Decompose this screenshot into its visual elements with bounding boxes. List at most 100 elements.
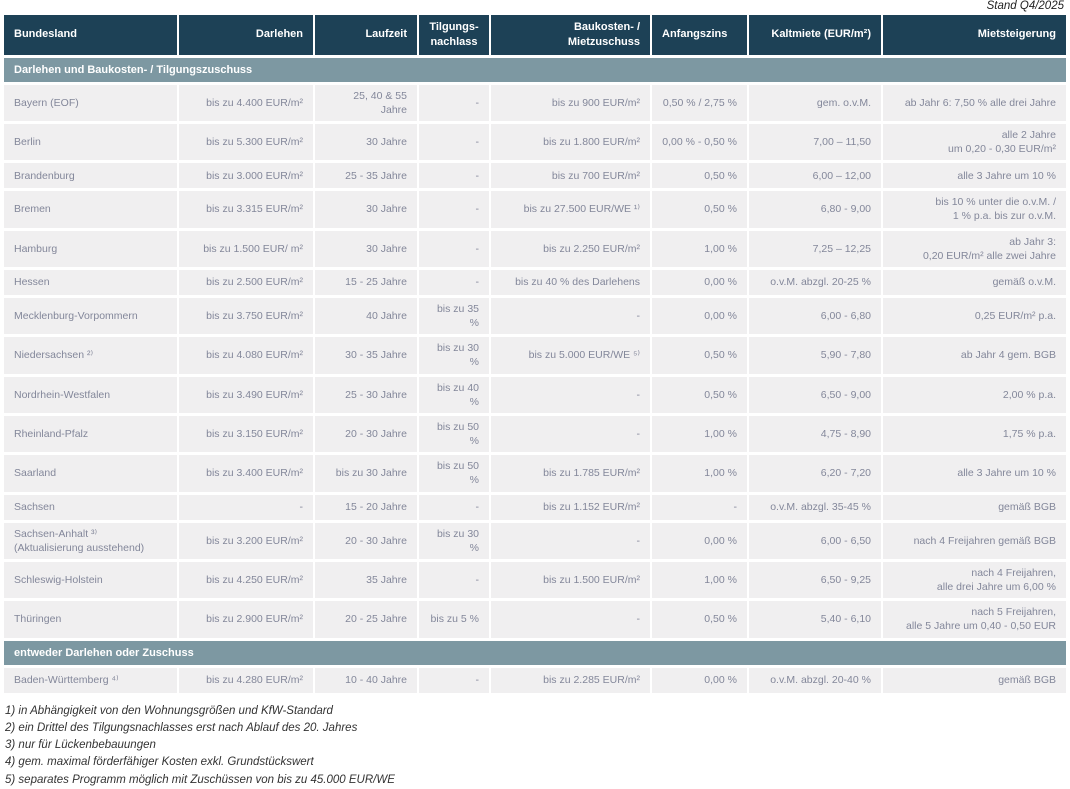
cell-laufzeit: 20 - 30 Jahre xyxy=(315,522,417,559)
cell-bundesland: Berlin xyxy=(4,123,177,161)
cell-kaltmiete: 7,00 – 11,50 xyxy=(749,123,881,161)
cell-bundesland: Sachsen-Anhalt ³⁾ (Aktualisierung ausste… xyxy=(4,522,177,559)
cell-darlehen: bis zu 4.400 EUR/m² xyxy=(179,84,313,121)
cell-anfangszins: 0,50 % xyxy=(652,376,747,413)
cell-darlehen: bis zu 3.490 EUR/m² xyxy=(179,376,313,413)
cell-laufzeit: 15 - 20 Jahre xyxy=(315,494,417,520)
cell-anfangszins: 1,00 % xyxy=(652,230,747,267)
section-header-0: Darlehen und Baukosten- / Tilgungszuschu… xyxy=(4,57,1066,82)
cell-darlehen: bis zu 3.000 EUR/m² xyxy=(179,163,313,189)
footnote-3: 3) nur für Lückenbebauungen xyxy=(5,739,156,752)
cell-darlehen: bis zu 3.150 EUR/m² xyxy=(179,415,313,453)
cell-mietsteigerung: nach 4 Freijahren gemäß BGB xyxy=(883,522,1066,559)
cell-baukosten-mietzuschuss: bis zu 2.250 EUR/m² xyxy=(491,230,650,267)
cell-bundesland: Hessen xyxy=(4,269,177,295)
cell-darlehen: bis zu 3.200 EUR/m² xyxy=(179,522,313,559)
cell-anfangszins: 0,00 % xyxy=(652,667,747,693)
cell-mietsteigerung: 1,75 % p.a. xyxy=(883,415,1066,453)
cell-kaltmiete: 6,80 - 9,00 xyxy=(749,191,881,228)
cell-kaltmiete: 7,25 – 12,25 xyxy=(749,230,881,267)
footnote-4: 4) gem. maximal förderfähiger Kosten exk… xyxy=(5,756,314,769)
cell-kaltmiete: o.v.M. abzgl. 20-40 % xyxy=(749,667,881,693)
cell-anfangszins: 0,00 % xyxy=(652,522,747,559)
table-row: Niedersachsen ²⁾ bis zu 4.080 EUR/m² 30 - … xyxy=(4,337,1066,374)
cell-tilgungsnachlass: bis zu 40 % xyxy=(419,376,489,413)
cell-mietsteigerung: 0,25 EUR/m² p.a. xyxy=(883,297,1066,335)
cell-darlehen: bis zu 2.900 EUR/m² xyxy=(179,601,313,638)
cell-mietsteigerung: nach 4 Freijahren, alle drei Jahre um 6,… xyxy=(883,561,1066,599)
cell-tilgungsnachlass: - xyxy=(419,269,489,295)
cell-darlehen: bis zu 4.080 EUR/m² xyxy=(179,337,313,374)
table-row: Baden-Württemberg ⁴⁾ bis zu 4.280 EUR/m² 1… xyxy=(4,667,1066,693)
cell-laufzeit: 10 - 40 Jahre xyxy=(315,667,417,693)
cell-bundesland: Bremen xyxy=(4,191,177,228)
footnote-2: 2) ein Drittel des Tilgungsnachlasses er… xyxy=(5,721,358,734)
cell-baukosten-mietzuschuss: - xyxy=(491,415,650,453)
cell-darlehen: bis zu 1.500 EUR/ m² xyxy=(179,230,313,267)
cell-laufzeit: 30 Jahre xyxy=(315,230,417,267)
cell-tilgungsnachlass: bis zu 30 % xyxy=(419,337,489,374)
cell-darlehen: bis zu 3.400 EUR/m² xyxy=(179,455,313,492)
table-header-row: Bundesland Darlehen Laufzeit Tilgungs- nach… xyxy=(4,14,1066,55)
cell-tilgungsnachlass: bis zu 30 % xyxy=(419,522,489,559)
cell-anfangszins: 0,00 % xyxy=(652,297,747,335)
section-header-1: entweder Darlehen oder Zuschuss xyxy=(4,640,1066,665)
funding-table: Bundesland Darlehen Laufzeit Tilgungs- nach… xyxy=(4,14,1066,693)
cell-darlehen: bis zu 5.300 EUR/m² xyxy=(179,123,313,161)
cell-darlehen: bis zu 3.750 EUR/m² xyxy=(179,297,313,335)
cell-anfangszins: 0,50 % xyxy=(652,163,747,189)
cell-baukosten-mietzuschuss: bis zu 700 EUR/m² xyxy=(491,163,650,189)
column-header-tilgungsnachlass: Tilgungs- nachlass xyxy=(419,14,489,55)
cell-tilgungsnachlass: - xyxy=(419,123,489,161)
cell-kaltmiete: 6,50 - 9,00 xyxy=(749,376,881,413)
stand-label: Stand Q4/2025 xyxy=(986,0,1064,12)
cell-bundesland: Hamburg xyxy=(4,230,177,267)
cell-mietsteigerung: gemäß BGB xyxy=(883,667,1066,693)
cell-mietsteigerung: gemäß o.v.M. xyxy=(883,269,1066,295)
cell-kaltmiete: 6,50 - 9,25 xyxy=(749,561,881,599)
cell-mietsteigerung: 2,00 % p.a. xyxy=(883,376,1066,413)
cell-bundesland: Baden-Württemberg ⁴⁾ xyxy=(4,667,177,693)
cell-laufzeit: 25, 40 & 55 Jahre xyxy=(315,84,417,121)
cell-baukosten-mietzuschuss: bis zu 1.152 EUR/m² xyxy=(491,494,650,520)
cell-laufzeit: 40 Jahre xyxy=(315,297,417,335)
cell-baukosten-mietzuschuss: bis zu 40 % des Darlehens xyxy=(491,269,650,295)
cell-tilgungsnachlass: - xyxy=(419,561,489,599)
cell-tilgungsnachlass: - xyxy=(419,667,489,693)
cell-laufzeit: 25 - 30 Jahre xyxy=(315,376,417,413)
column-header-anfangszins: Anfangszins xyxy=(652,14,747,55)
cell-bundesland: Thüringen xyxy=(4,601,177,638)
cell-bundesland: Brandenburg xyxy=(4,163,177,189)
cell-kaltmiete: 5,40 - 6,10 xyxy=(749,601,881,638)
column-header-baukosten-mietzuschuss: Baukosten- / Mietzuschuss xyxy=(491,14,650,55)
cell-baukosten-mietzuschuss: bis zu 1.500 EUR/m² xyxy=(491,561,650,599)
cell-tilgungsnachlass: - xyxy=(419,163,489,189)
cell-tilgungsnachlass: - xyxy=(419,191,489,228)
cell-kaltmiete: o.v.M. abzgl. 35-45 % xyxy=(749,494,881,520)
cell-baukosten-mietzuschuss: bis zu 5.000 EUR/WE ⁵⁾ xyxy=(491,337,650,374)
cell-baukosten-mietzuschuss: - xyxy=(491,522,650,559)
cell-mietsteigerung: alle 2 Jahre um 0,20 - 0,30 EUR/m² xyxy=(883,123,1066,161)
cell-tilgungsnachlass: bis zu 35 % xyxy=(419,297,489,335)
cell-mietsteigerung: ab Jahr 3: 0,20 EUR/m² alle zwei Jahre xyxy=(883,230,1066,267)
cell-tilgungsnachlass: bis zu 50 % xyxy=(419,415,489,453)
cell-laufzeit: 20 - 30 Jahre xyxy=(315,415,417,453)
cell-mietsteigerung: gemäß BGB xyxy=(883,494,1066,520)
cell-kaltmiete: 6,00 - 6,80 xyxy=(749,297,881,335)
cell-baukosten-mietzuschuss: bis zu 1.800 EUR/m² xyxy=(491,123,650,161)
table-row: Saarland bis zu 3.400 EUR/m² bis zu 30 Jah… xyxy=(4,455,1066,492)
table-row: Sachsen -15 - 20 Jahre - bis zu 1.152 EUR/m… xyxy=(4,494,1066,520)
table-row: Bayern (EOF) bis zu 4.400 EUR/m² 25, 40 & … xyxy=(4,84,1066,121)
cell-laufzeit: bis zu 30 Jahre xyxy=(315,455,417,492)
cell-kaltmiete: gem. o.v.M. xyxy=(749,84,881,121)
cell-baukosten-mietzuschuss: - xyxy=(491,376,650,413)
cell-kaltmiete: o.v.M. abzgl. 20-25 % xyxy=(749,269,881,295)
cell-tilgungsnachlass: bis zu 50 % xyxy=(419,455,489,492)
cell-bundesland: Saarland xyxy=(4,455,177,492)
column-header-laufzeit: Laufzeit xyxy=(315,14,417,55)
cell-darlehen: bis zu 4.250 EUR/m² xyxy=(179,561,313,599)
table-row: Rheinland-Pfalz bis zu 3.150 EUR/m² 20 - 3… xyxy=(4,415,1066,453)
table-row: Hessen bis zu 2.500 EUR/m² 15 - 25 Jahre - b… xyxy=(4,269,1066,295)
column-header-mietsteigerung: Mietsteigerung xyxy=(883,14,1066,55)
